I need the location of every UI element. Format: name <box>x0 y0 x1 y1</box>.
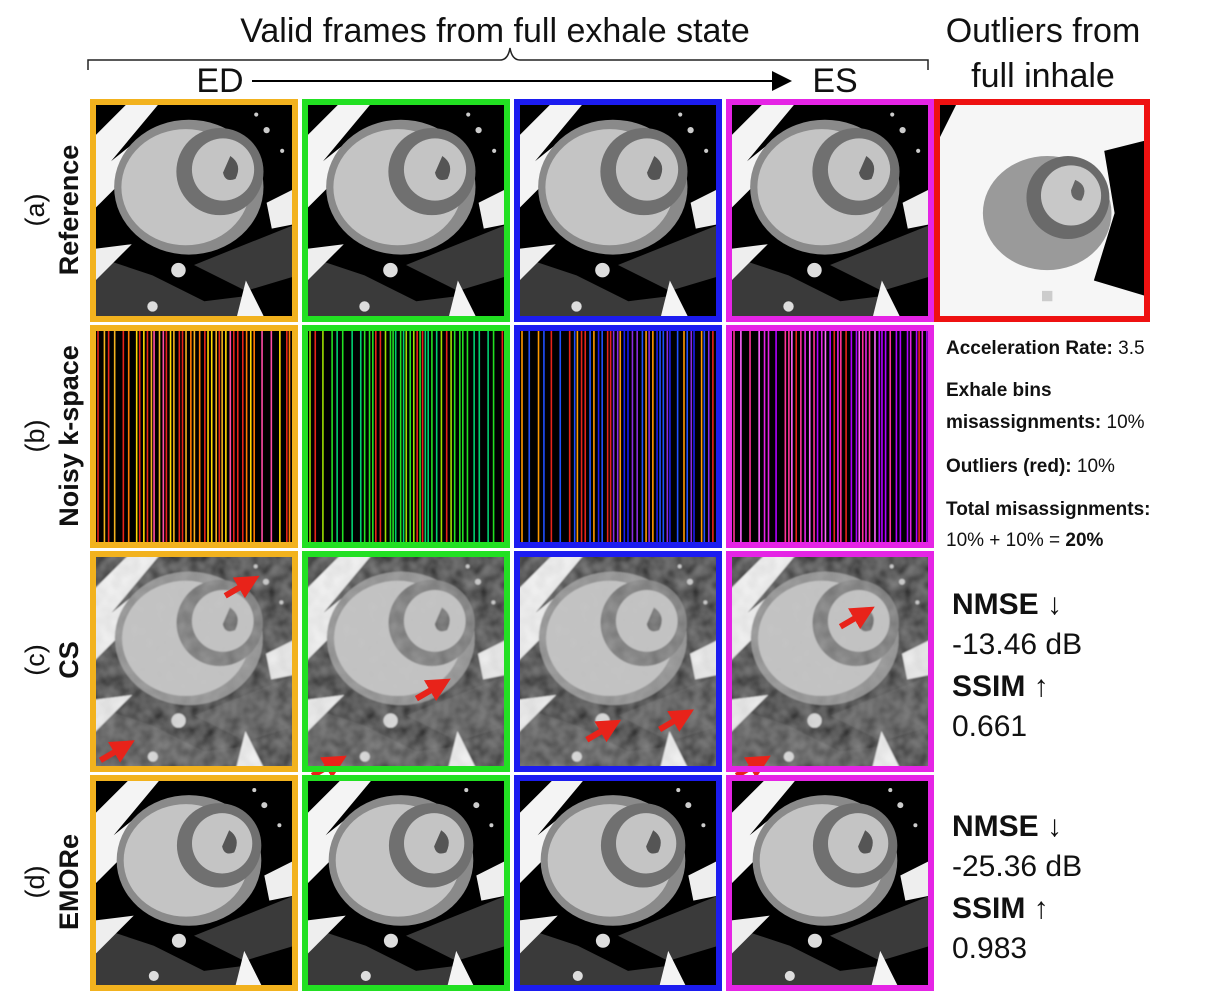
setting-value: 3.5 <box>1118 338 1144 359</box>
metric-label: SSIM ↑ <box>952 670 1049 703</box>
setting: Outliers (red): 10% <box>946 456 1115 477</box>
panel <box>726 99 933 322</box>
panel <box>302 325 510 548</box>
metric-value: -13.46 dB <box>952 628 1082 661</box>
end-label: ES <box>812 62 857 100</box>
page: Valid frames from full exhale state ED E… <box>0 0 1223 993</box>
panel <box>90 325 298 548</box>
mri-image <box>302 99 509 322</box>
panel <box>305 775 507 991</box>
row-tag: (b) <box>20 420 50 453</box>
row-labels: (a) Reference (b) Noisy k-space (c) CS (… <box>20 145 84 930</box>
setting: misassignments: 10% <box>946 412 1145 433</box>
panel <box>727 551 933 776</box>
metric-label: SSIM ↑ <box>952 892 1049 925</box>
metric-value: -25.36 dB <box>952 850 1082 883</box>
mri-image <box>938 99 1145 322</box>
setting-value: 20% <box>1065 530 1103 551</box>
mri-image <box>515 551 721 772</box>
setting: Acceleration Rate: 3.5 <box>946 338 1145 359</box>
panel <box>303 551 509 776</box>
metric-label: NMSE ↓ <box>952 810 1062 843</box>
metrics: NMSE ↓ -13.46 dB SSIM ↑ 0.661 NMSE ↓ -25… <box>952 588 1082 965</box>
panel <box>726 325 934 548</box>
panel <box>93 775 295 991</box>
header-title: Valid frames from full exhale state <box>240 12 750 50</box>
start-label: ED <box>196 62 243 100</box>
mri-image <box>514 99 721 322</box>
mri-image <box>730 775 931 991</box>
settings: Acceleration Rate: 3.5 Exhale bins misas… <box>946 338 1150 551</box>
row-label: EMORe <box>54 834 84 930</box>
mri-image <box>727 551 933 772</box>
panel <box>302 99 509 322</box>
setting-label: Acceleration Rate: <box>946 338 1113 359</box>
panel <box>91 551 297 772</box>
mri-image <box>726 99 933 322</box>
panel <box>514 99 721 322</box>
row-label: Reference <box>54 145 84 276</box>
setting-value: 10% <box>1077 456 1115 477</box>
setting: 10% + 10% = 20% <box>946 530 1104 551</box>
row-tag: (d) <box>20 866 50 899</box>
setting-label: Total misassignments: <box>946 499 1150 520</box>
row-label: Noisy k-space <box>54 345 84 527</box>
mri-image <box>91 551 297 772</box>
outlier-panel <box>937 99 1147 322</box>
metric-label: NMSE ↓ <box>952 588 1062 621</box>
mri-image <box>94 775 295 991</box>
setting-label: Outliers (red): <box>946 456 1072 477</box>
row-tag: (a) <box>20 194 50 227</box>
mri-image <box>306 775 507 991</box>
panel <box>90 99 297 322</box>
row-label: CS <box>54 641 84 679</box>
panel <box>729 775 931 991</box>
outlier-title: Outliers from <box>946 12 1141 50</box>
panel <box>515 551 721 772</box>
mri-image <box>518 775 719 991</box>
setting-label: Exhale bins <box>946 380 1052 401</box>
panel <box>517 775 719 991</box>
outlier-title: full inhale <box>971 57 1115 95</box>
mri-image <box>90 99 297 322</box>
setting-formula: 10% + 10% = <box>946 530 1060 551</box>
metric-value: 0.661 <box>952 710 1027 743</box>
figure: Valid frames from full exhale state ED E… <box>0 0 1223 993</box>
mri-image <box>303 551 509 772</box>
row-tag: (c) <box>20 644 50 675</box>
panel <box>514 325 722 548</box>
setting-label: misassignments: <box>946 412 1101 433</box>
metric-value: 0.983 <box>952 932 1027 965</box>
setting-value: 10% <box>1107 412 1145 433</box>
